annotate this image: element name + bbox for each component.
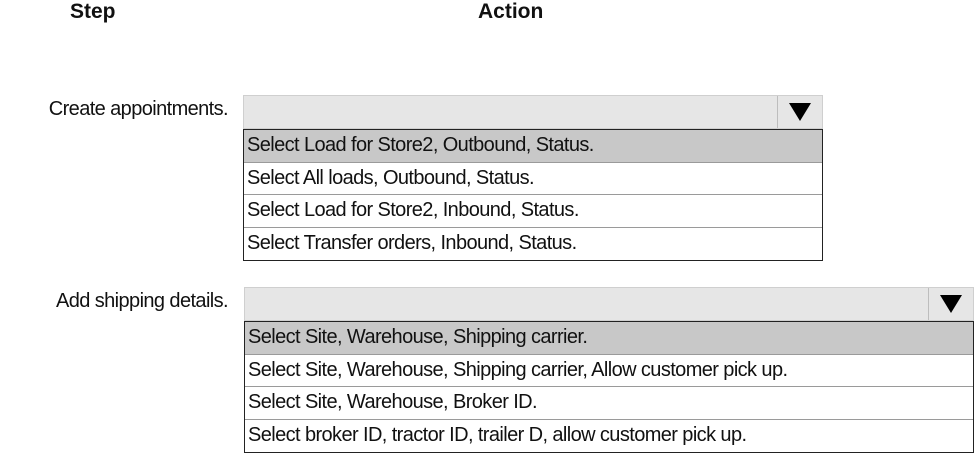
- dropdown-field[interactable]: [244, 287, 974, 321]
- option[interactable]: Select All loads, Outbound, Status.: [244, 163, 822, 195]
- dropdown-options: Select Load for Store2, Outbound, Status…: [243, 129, 823, 261]
- dropdown-button[interactable]: [777, 96, 822, 128]
- dropdown-add-shipping-details[interactable]: Select Site, Warehouse, Shipping carrier…: [244, 287, 974, 453]
- action-column-header: Action: [478, 0, 544, 23]
- step-label-add-shipping-details: Add shipping details.: [56, 290, 229, 312]
- option[interactable]: Select Site, Warehouse, Broker ID.: [245, 387, 973, 420]
- option[interactable]: Select broker ID, tractor ID, trailer D,…: [248, 423, 747, 446]
- dropdown-button[interactable]: [928, 288, 973, 320]
- dropdown-create-appointments[interactable]: Select Load for Store2, Outbound, Status…: [243, 95, 823, 261]
- option[interactable]: Select Site, Warehouse, Shipping carrier…: [245, 355, 973, 387]
- option[interactable]: Select Load for Store2, Inbound, Status.: [244, 195, 822, 228]
- option[interactable]: Select Transfer orders, Inbound, Status.: [247, 231, 577, 254]
- option[interactable]: Select Site, Warehouse, Shipping carrier…: [245, 322, 973, 355]
- option[interactable]: Select Load for Store2, Outbound, Status…: [244, 130, 822, 163]
- triangle-down-icon: [789, 103, 811, 121]
- step-column-header: Step: [70, 0, 116, 23]
- dropdown-options: Select Site, Warehouse, Shipping carrier…: [244, 321, 974, 453]
- dropdown-field[interactable]: [243, 95, 823, 129]
- step-label-create-appointments: Create appointments.: [48, 98, 229, 120]
- triangle-down-icon: [940, 295, 962, 313]
